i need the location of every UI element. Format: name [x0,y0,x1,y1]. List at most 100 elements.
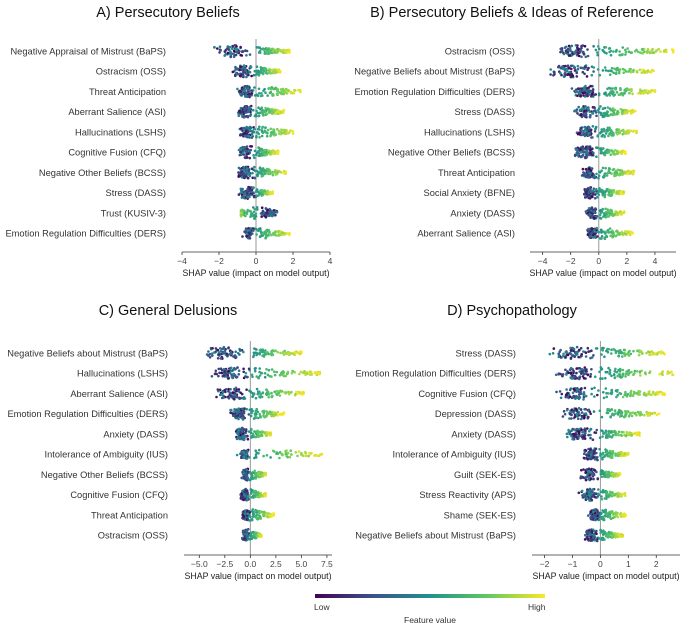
shap-dot [590,195,594,198]
shap-dot [276,88,280,91]
shap-dot [559,348,562,352]
shap-dot [597,170,601,174]
shap-dot [245,94,248,97]
shap-dot [246,229,250,232]
shap-dot [271,353,275,357]
shap-dot [288,48,291,52]
shap-dot [254,348,257,351]
shap-dot [257,114,261,117]
shap-dot [258,395,261,399]
feature-label: Emotion Regulation Difficulties (DERS) [5,229,166,239]
shap-dot [283,48,286,52]
feature-row: Negative Beliefs about Mistrust (BaPS) [7,345,303,360]
shap-dot [616,66,619,70]
shap-dot [255,151,259,154]
shap-dot [590,92,594,96]
shap-dot [229,388,232,391]
feature-label: Hallucinations (LSHS) [424,127,515,137]
feature-label: Aberrant Salience (ASI) [68,107,166,117]
shap-dot [624,89,628,93]
shap-dot [605,187,609,191]
shap-dot [623,410,627,413]
shap-dot [601,189,605,192]
shap-dot [257,74,261,77]
shap-dot [254,508,257,512]
shap-dot [596,45,600,48]
shap-dot [618,210,622,213]
shap-dot [591,111,594,115]
shap-dot [267,395,271,399]
shap-dot [239,213,243,217]
shap-dot [597,389,600,392]
shap-dot [291,131,295,134]
shap-dot [278,456,281,460]
shap-dot [261,167,265,170]
shap-dot [253,217,256,220]
shap-dot [261,125,265,129]
shap-dot [240,416,244,420]
shap-dot [569,357,573,360]
feature-row: Stress (DASS) [106,185,274,200]
shap-dot [258,349,262,352]
shap-dot [219,357,223,360]
shap-dot [298,352,302,356]
shap-dot [587,408,591,412]
shap-dot [241,74,245,77]
shap-dot [563,71,567,75]
shap-dot [583,192,586,196]
shap-dot [251,474,254,478]
shap-dot [614,50,618,53]
shap-dot [552,347,556,350]
shap-dot [559,71,562,75]
shap-dot [218,45,222,48]
shap-dot [279,351,282,355]
shap-dot [604,46,608,49]
feature-label: Hallucinations (LSHS) [77,369,168,379]
shap-dot [659,50,662,53]
shap-dot [618,168,621,172]
shap-dot [599,366,603,369]
shap-dot [253,492,257,496]
shap-dot [585,89,588,92]
shap-dot [628,91,631,95]
shap-dot [223,388,226,392]
shap-dot [263,192,267,195]
shap-dot [592,354,595,357]
shap-dot [602,230,605,233]
shap-dot [573,109,577,112]
shap-dot [614,389,618,393]
shap-dot [272,512,276,515]
shap-dot [263,172,267,175]
shap-dot [258,412,262,416]
shap-dot [232,355,235,358]
shap-dot [601,193,605,197]
shap-dot [630,87,633,91]
x-tick-label: −2 [540,559,550,569]
shap-dot [622,211,626,214]
shap-dot [626,410,629,414]
feature-row: Emotion Regulation Difficulties (DERS) [355,366,675,381]
feature-label: Negative Other Beliefs (BCSS) [39,168,166,178]
feature-row: Emotion Regulation Difficulties (DERS) [7,407,286,421]
shap-dot [272,411,275,414]
shap-dot [248,174,252,178]
shap-dot [585,190,589,194]
shap-dot [254,153,258,156]
shap-dot [271,394,274,398]
shap-dot [254,396,258,400]
shap-dot [588,167,591,171]
shap-dot [263,148,267,152]
x-tick-label: −2 [214,256,224,266]
shap-dot [244,68,247,72]
shap-dot [603,153,607,157]
shap-dot [648,371,651,375]
shap-dot [653,411,656,415]
shap-dot [565,372,568,375]
shap-dot [264,234,268,237]
shap-dot [252,210,256,214]
feature-row: Aberrant Salience (ASI) [417,226,634,241]
shap-dot [256,131,260,135]
shap-dot [213,46,216,49]
shap-dot [243,175,246,178]
